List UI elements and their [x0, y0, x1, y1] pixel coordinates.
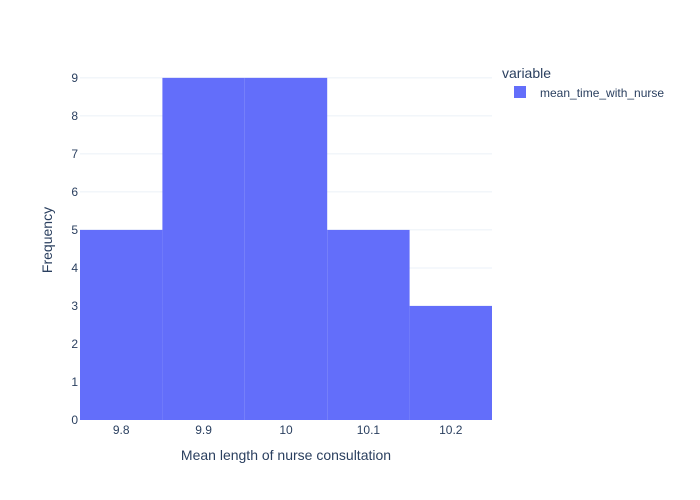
y-tick-label: 2 — [71, 337, 78, 351]
y-ticks-layer: 0 1 2 3 4 5 6 7 8 9 — [71, 71, 78, 427]
x-tick-label: 10.1 — [357, 423, 381, 437]
x-axis-title: Mean length of nurse consultation — [181, 447, 391, 463]
legend: variable mean_time_with_nurse — [502, 65, 664, 100]
y-tick-label: 1 — [71, 375, 78, 389]
x-tick-label: 9.9 — [195, 423, 212, 437]
histogram-bar[interactable] — [327, 229, 410, 420]
legend-title: variable — [502, 65, 551, 81]
y-axis-title: Frequency — [39, 207, 55, 273]
legend-item-label: mean_time_with_nurse — [540, 86, 664, 100]
y-tick-label: 0 — [71, 413, 78, 427]
histogram-bar[interactable] — [80, 229, 163, 420]
y-tick-label: 5 — [71, 223, 78, 237]
legend-swatch — [514, 86, 526, 98]
y-tick-label: 7 — [71, 147, 78, 161]
histogram-bar[interactable] — [162, 77, 245, 421]
x-ticks-layer: 9.8 9.9 10 10.1 10.2 — [113, 423, 463, 437]
y-tick-label: 8 — [71, 109, 78, 123]
x-tick-label: 10 — [279, 423, 293, 437]
bars-layer — [80, 77, 492, 421]
y-tick-label: 9 — [71, 71, 78, 85]
histogram-bar[interactable] — [244, 77, 328, 421]
x-tick-label: 10.2 — [439, 423, 463, 437]
x-tick-label: 9.8 — [113, 423, 130, 437]
histogram-bar[interactable] — [409, 305, 492, 420]
y-tick-label: 6 — [71, 185, 78, 199]
legend-item[interactable]: mean_time_with_nurse — [514, 86, 664, 100]
y-tick-label: 3 — [71, 299, 78, 313]
y-tick-label: 4 — [71, 261, 78, 275]
